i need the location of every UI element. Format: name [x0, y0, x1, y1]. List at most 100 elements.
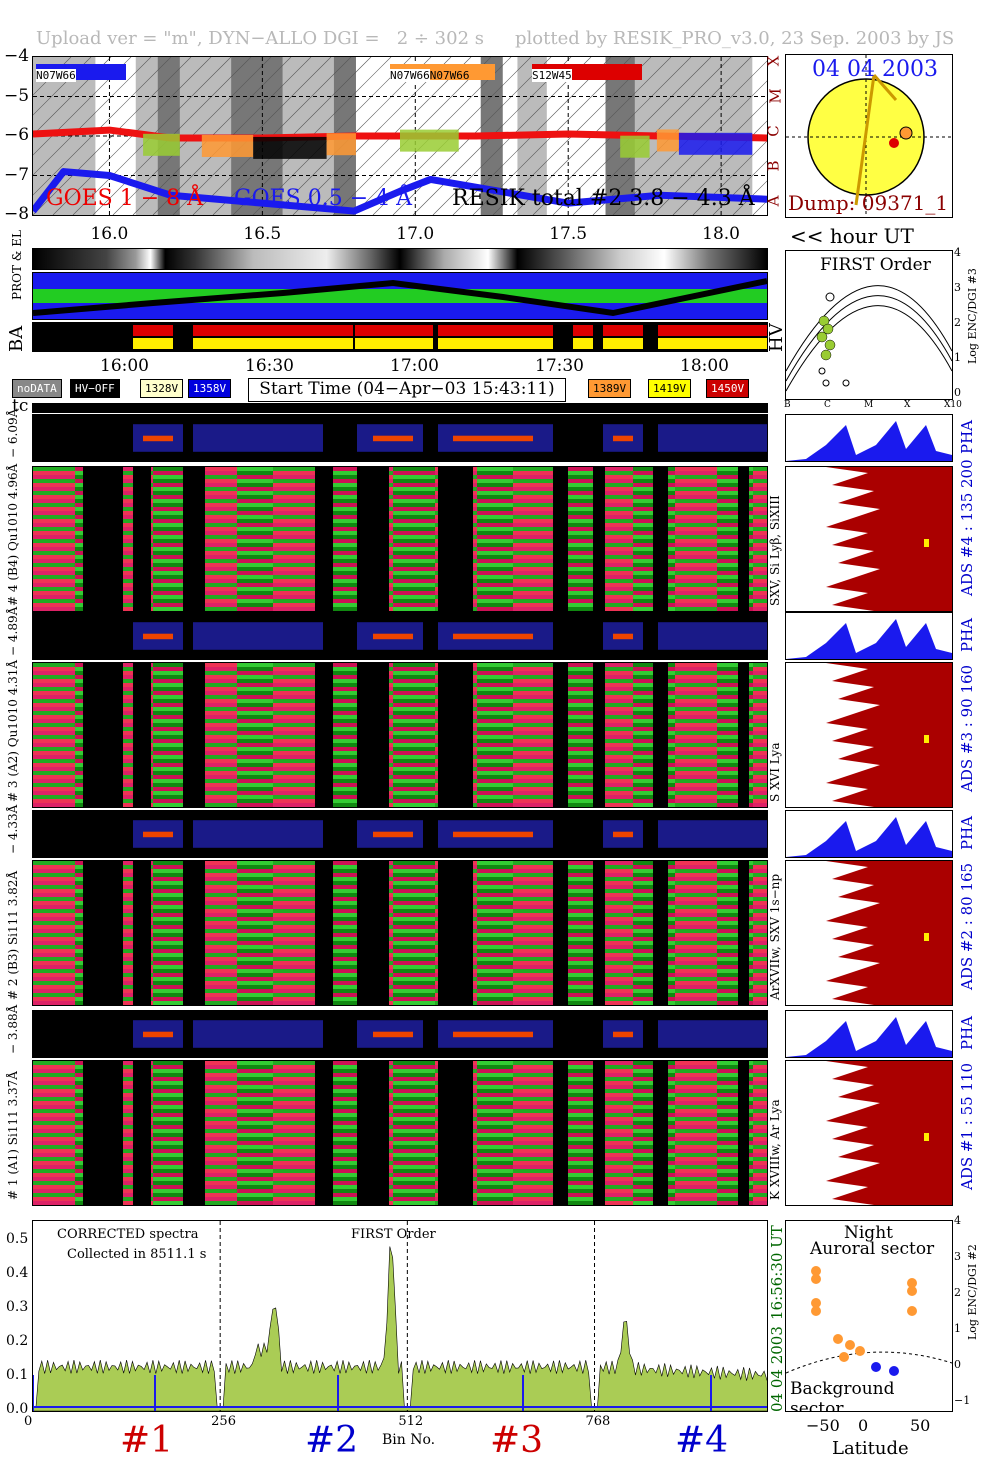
pha-word: PHA [958, 1016, 976, 1050]
fo-ytick: 1 [954, 351, 961, 364]
first-order-title: FIRST Order [820, 255, 931, 275]
spectrum-xlabel: Bin No. [382, 1432, 435, 1448]
fo-xtick: B [784, 400, 791, 410]
ads-marker [924, 933, 929, 941]
ba-on [658, 338, 767, 349]
hv-off-gap [357, 861, 389, 1005]
goes-ytick: −8 [4, 204, 29, 224]
goes-class: A [764, 196, 782, 207]
sun-dump: Dump: 09371_1 [788, 191, 948, 215]
goes-class: M [767, 88, 785, 103]
ba-on [133, 338, 173, 349]
aur-xtick: −50 [806, 1416, 840, 1435]
tc-strip [32, 403, 768, 413]
pha-hot [613, 436, 633, 442]
pha-band [193, 424, 323, 452]
auroral-panel: Night Auroral sector Background sector [785, 1220, 953, 1412]
ads-label: ADS #4 : 135 200 [958, 459, 976, 596]
pha-panel [32, 414, 768, 462]
resik-segment [143, 134, 180, 156]
hv-off-gap [315, 861, 333, 1005]
hv-off-gap [83, 861, 123, 1005]
sun-panel: 04 04 2003 Dump: 09371_1 [785, 54, 953, 218]
aur-ytick: 3 [954, 1250, 961, 1263]
pha-hot [613, 832, 633, 838]
prot-el-strip [32, 248, 768, 270]
ads-histogram [785, 662, 953, 808]
spectrum-note-1: CORRECTED spectra [57, 1227, 199, 1242]
fo-ytick: 0 [954, 386, 961, 399]
hv-off-gap [653, 663, 668, 807]
pha-wavelength-label: − 4.89Å [6, 607, 20, 656]
header-right: plotted by RESIK_PRO_v3.0, 23 Sep. 2003 … [515, 28, 954, 49]
pha-band [193, 622, 323, 650]
ads-marker [924, 735, 929, 743]
pha-hist-area [786, 421, 952, 461]
auroral-xlabel: Latitude [832, 1438, 909, 1459]
ads-marker [924, 539, 929, 547]
hv-on [133, 325, 173, 336]
pha-word: PHA [958, 816, 976, 850]
hv-on [658, 325, 767, 336]
spectrum-date: 04 04 2003 [768, 1326, 786, 1412]
ba-hv-strip [32, 322, 768, 352]
goes-class: B [765, 160, 783, 171]
auroral-title-2: Auroral sector [810, 1239, 934, 1259]
orbit-tick: 18:00 [680, 356, 729, 376]
region-label-1: N07W66 [36, 64, 126, 80]
resik-segment [253, 137, 326, 159]
pha-hot [453, 436, 533, 442]
hv-off-gap [593, 861, 605, 1005]
line-label: K XVIIIw, Ar Lya [768, 1099, 782, 1200]
hv-off-gap [183, 1061, 205, 1205]
hv-off-gap [593, 467, 605, 611]
pha-hot [613, 1032, 633, 1038]
spectrum-note-2: Collected in 8511.1 s [67, 1247, 206, 1262]
ads-histogram [785, 1060, 953, 1206]
hv-label: HV [766, 323, 787, 352]
goes-class: X [764, 56, 782, 67]
channel-label: # 2 (B3) Si111 3.82Å [6, 871, 20, 1000]
orbit-tick: 16:30 [245, 356, 294, 376]
spectrum-time: 16:56:30 UT [768, 1225, 786, 1320]
pha-band [658, 1020, 767, 1048]
orbit-tick: 17:00 [390, 356, 439, 376]
legend-chip: 1450V [706, 379, 749, 398]
hv-off-gap [653, 467, 668, 611]
pha-band [658, 820, 767, 848]
pha-band [658, 622, 767, 650]
hv-off-gap [315, 663, 333, 807]
goes-xtick: 17.0 [396, 224, 434, 244]
pha-hist-area [786, 619, 952, 659]
spectrum-order: FIRST Order [351, 1227, 436, 1242]
hv-off-gap [438, 663, 473, 807]
hv-off-gap [738, 467, 749, 611]
hv-off-gap [183, 663, 205, 807]
spectrogram-panel [32, 1060, 768, 1206]
pha-hot [453, 832, 533, 838]
channel-label: # 3 (A2) Qu1010 4.31Å [6, 660, 20, 802]
spectrogram-panel [32, 860, 768, 1006]
prot-el-label: PROT & EL [10, 230, 24, 300]
hv-off-gap [83, 663, 123, 807]
ads-label: ADS #1 : 55 110 [958, 1063, 976, 1190]
resik-segment [202, 135, 253, 157]
pha-wavelength-label: − 3.88Å [6, 1005, 20, 1054]
pha-hot [613, 634, 633, 640]
goes-xtick: 16.0 [90, 224, 128, 244]
hv-off-gap [183, 467, 205, 611]
pha-histogram [785, 414, 953, 462]
pha-panel [32, 612, 768, 660]
hv-off-gap [438, 1061, 473, 1205]
legend-chip: 1389V [588, 379, 631, 398]
goes-xtick: 18.0 [702, 224, 740, 244]
hv-off-gap [738, 1061, 749, 1205]
pha-hist-area [786, 817, 952, 857]
fo-ytick: 2 [954, 316, 961, 329]
channel-label: # 1 (A1) Si111 3.37Å [6, 1071, 20, 1200]
spec-ytick: 0.5 [6, 1231, 28, 1247]
auroral-bottom: Background sector [790, 1379, 952, 1412]
channel-number: #3 [490, 1420, 543, 1461]
ads-hist-area [826, 1061, 952, 1205]
pha-band [193, 1020, 323, 1048]
